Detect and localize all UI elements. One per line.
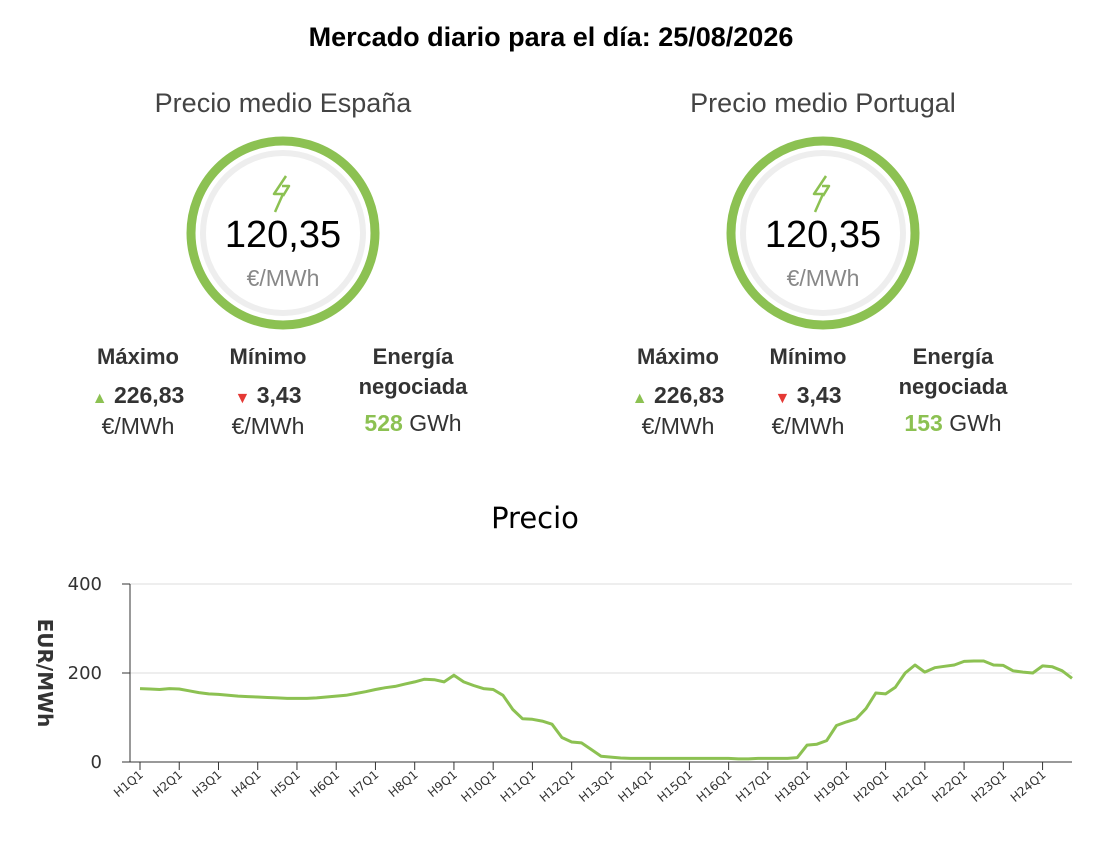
stat-label: Máximo	[97, 344, 179, 369]
stat-column: Mínimo ▼ 3,43 €/MWh	[188, 342, 348, 440]
x-tick-label: H2Q1	[150, 768, 185, 800]
stat-column: Máximo ▲ 226,83 €/MWh	[58, 342, 218, 440]
ring-graphic	[186, 136, 380, 330]
x-tick-label: H6Q1	[307, 768, 342, 800]
page-title: Mercado diario para el día: 25/08/2026	[308, 22, 794, 52]
ring-inner	[740, 150, 906, 316]
x-tick-label: H17Q1	[733, 768, 774, 805]
stat-label: Máximo	[637, 344, 719, 369]
y-tick-label: 400	[68, 574, 102, 595]
x-tick-label: H7Q1	[347, 768, 382, 800]
x-tick-label: H8Q1	[386, 768, 421, 800]
x-tick-label: H9Q1	[425, 768, 460, 800]
stat-value: 226,83	[653, 382, 725, 408]
x-tick-label: H14Q1	[615, 768, 656, 805]
stat-value-row: ▲ 226,83	[631, 382, 725, 408]
price-value: 120,35	[764, 214, 882, 256]
price-line	[139, 659, 1073, 761]
x-tick-label: H21Q1	[890, 768, 931, 805]
chart: Precio EUR/MWh 0 200 400 H1Q1 H2Q1 H3Q1 H4Q1 H5…	[33, 501, 1073, 805]
x-tick-label: H23Q1	[969, 768, 1010, 805]
x-tick-label: H15Q1	[655, 768, 696, 805]
stat-unit: €/MWh	[231, 413, 305, 439]
y-tick-label: 0	[91, 752, 102, 773]
x-tick-label: H16Q1	[694, 768, 735, 805]
bolt-icon	[272, 175, 291, 213]
price-unit: €/MWh	[786, 265, 860, 291]
energy-row: 528 GWh	[333, 410, 493, 437]
stat-column: Mínimo ▼ 3,43 €/MWh	[728, 342, 888, 440]
x-tick-label: H20Q1	[851, 768, 892, 805]
x-tick-label: H22Q1	[929, 768, 970, 805]
stat-label: Energía negociada	[898, 344, 1008, 399]
price-ring	[726, 136, 920, 330]
stat-label: Mínimo	[769, 344, 847, 369]
y-tick-label: 200	[68, 663, 102, 684]
price-unit: €/MWh	[246, 265, 320, 291]
price-panel: Precio medio España 120,35 €/MWh Máximo ▲ 22…	[13, 0, 553, 460]
bolt-icon	[812, 175, 831, 213]
stat-label: Mínimo	[229, 344, 307, 369]
energy-row: 153 GWh	[873, 410, 1033, 437]
price-panel: Precio medio Portugal 120,35 €/MWh Máximo ▲ …	[553, 0, 1093, 460]
price-ring	[186, 136, 380, 330]
stat-unit: €/MWh	[771, 413, 845, 439]
ring-graphic	[726, 136, 920, 330]
stat-column: Máximo ▲ 226,83 €/MWh	[598, 342, 758, 440]
stat-value-row: ▼ 3,43	[774, 382, 842, 408]
x-tick-label: H5Q1	[268, 768, 303, 800]
energy-unit: GWh	[949, 410, 1002, 436]
ring-inner	[200, 150, 366, 316]
stat-column: Energía negociada 153 GWh	[873, 342, 1033, 437]
x-tick-label: H19Q1	[812, 768, 853, 805]
energy-value: 528	[364, 410, 403, 436]
stat-value-row: ▲ 226,83	[91, 382, 185, 408]
ring	[726, 136, 920, 330]
stat-value: 3,43	[796, 382, 842, 408]
x-tick-label: H13Q1	[576, 768, 617, 805]
panel-heading: Precio medio Portugal	[690, 88, 956, 118]
x-tick-label: H1Q1	[111, 768, 146, 800]
ring	[186, 136, 380, 330]
y-axis-label: EUR/MWh	[33, 619, 57, 728]
x-tick-label: H3Q1	[190, 768, 225, 800]
stat-unit: €/MWh	[641, 413, 715, 439]
x-tick-label: H18Q1	[772, 768, 813, 805]
energy-value: 153	[904, 410, 943, 436]
stat-unit: €/MWh	[101, 413, 175, 439]
price-value: 120,35	[224, 214, 342, 256]
energy-unit: GWh	[409, 410, 462, 436]
stat-value: 226,83	[113, 382, 185, 408]
stat-value-row: ▼ 3,43	[234, 382, 302, 408]
x-tick-label: H10Q1	[458, 768, 499, 805]
stat-column: Energía negociada 528 GWh	[333, 342, 493, 437]
panel-heading: Precio medio España	[154, 88, 412, 118]
x-tick-label: H24Q1	[1008, 768, 1049, 805]
chart-title: Precio	[491, 501, 579, 535]
stat-label: Energía negociada	[358, 344, 468, 399]
x-tick-label: H11Q1	[498, 768, 539, 805]
x-tick-label: H12Q1	[537, 768, 578, 805]
stat-value: 3,43	[256, 382, 302, 408]
x-tick-label: H4Q1	[229, 768, 264, 800]
